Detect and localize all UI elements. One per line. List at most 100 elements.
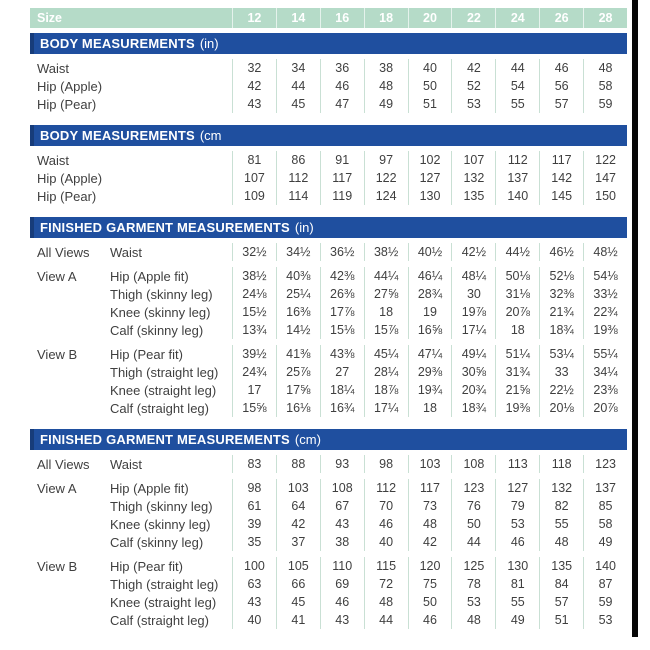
value-cell: 53 (495, 515, 539, 533)
view-label (30, 303, 110, 321)
value-cells: 109 114 119 124 130 135 140 145 150 (232, 187, 627, 205)
section-title: FINISHED GARMENT MEASUREMENTS (40, 432, 290, 447)
value-cell: 88 (275, 455, 320, 473)
value-cells: 43 45 47 49 51 53 55 57 59 (232, 95, 627, 113)
value-cell: 132 (539, 479, 583, 497)
value-cell: 70 (363, 497, 408, 515)
value-cell: 54 (495, 77, 539, 95)
measurement-label: Waist (37, 60, 70, 76)
section-title: BODY MEASUREMENTS (40, 128, 195, 143)
value-cell: 43 (232, 95, 276, 113)
view-label: View A (37, 480, 77, 496)
value-cell: 17 (232, 381, 276, 399)
value-cell: 39½ (232, 345, 276, 363)
value-cell: 61 (232, 497, 276, 515)
table-row: View B Hip (Pear fit) 100 105 110 115 120 125 13… (30, 557, 627, 575)
value-cell: 21⅝ (495, 381, 539, 399)
view-label (30, 399, 110, 417)
view-label (30, 285, 110, 303)
value-cell: 30 (451, 285, 495, 303)
value-cells: 24¾ 25⅞ 27 28¼ 29⅜ 30⅝ 31¾ 33 34¼ (232, 363, 627, 381)
value-cell: 49 (495, 611, 539, 629)
size-column-header: 14 (275, 8, 320, 28)
value-cell: 18¾ (539, 321, 583, 339)
value-cell: 110 (319, 557, 364, 575)
value-cell: 48 (363, 77, 408, 95)
view-label (30, 381, 110, 399)
value-cell: 15⅞ (363, 321, 408, 339)
value-cell: 42⅜ (319, 267, 364, 285)
measurement-label: Waist (37, 152, 70, 168)
value-cell: 58 (583, 77, 627, 95)
value-cell: 69 (319, 575, 364, 593)
value-cell: 33½ (583, 285, 627, 303)
value-cells: 13¾ 14½ 15⅛ 15⅞ 16⅝ 17¼ 18 18¾ 19⅜ (232, 321, 627, 339)
value-cell: 18 (407, 399, 452, 417)
value-cell: 22½ (539, 381, 583, 399)
view-label: View B (37, 346, 78, 362)
value-cell: 108 (319, 479, 364, 497)
section-unit: (in) (199, 36, 219, 51)
table-row: View A Hip (Apple fit) 98 103 108 112 117 123 12… (30, 479, 627, 497)
view-label (30, 593, 110, 611)
value-cell: 120 (407, 557, 452, 575)
value-cell: 112 (363, 479, 408, 497)
value-cell: 29⅜ (407, 363, 452, 381)
table-row: Thigh (straight leg) 24¾ 25⅞ 27 28¼ 29⅜ 30⅝ 31¾… (30, 363, 627, 381)
view-label: All Views (37, 456, 90, 472)
measurement-label: Hip (Apple fit) (110, 480, 189, 496)
value-cell: 13¾ (232, 321, 276, 339)
value-cell: 48 (539, 533, 583, 551)
value-cell: 100 (232, 557, 276, 575)
value-cell: 51 (407, 95, 452, 113)
value-cell: 81 (232, 151, 276, 169)
size-column-header: 20 (407, 8, 452, 28)
value-cell: 132 (451, 169, 495, 187)
section-unit: (cm) (294, 432, 321, 447)
value-cell: 19¾ (407, 381, 452, 399)
table-row: Thigh (skinny leg) 24⅛ 25¼ 26⅜ 27⅝ 28¾ 30 31⅛ 32… (30, 285, 627, 303)
value-cells: 61 64 67 70 73 76 79 82 85 (232, 497, 627, 515)
section-unit: (in) (294, 220, 314, 235)
value-cell: 49 (583, 533, 627, 551)
value-cell: 135 (539, 557, 583, 575)
size-columns: 12 14 16 18 20 22 24 26 28 (232, 8, 627, 28)
value-cell: 93 (319, 455, 364, 473)
size-column-header: 16 (319, 8, 364, 28)
value-cell: 16⅝ (407, 321, 452, 339)
value-cell: 67 (319, 497, 364, 515)
value-cell: 137 (495, 169, 539, 187)
value-cell: 44 (451, 533, 495, 551)
table-row: Waist 81 86 91 97 102 107 112 117 122 (30, 151, 627, 169)
value-cell: 53 (583, 611, 627, 629)
value-cell: 84 (539, 575, 583, 593)
value-cell: 86 (275, 151, 320, 169)
measurement-label: Knee (skinny leg) (110, 516, 211, 532)
value-cell: 50 (407, 593, 452, 611)
view-label (30, 611, 110, 629)
value-cell: 20⅞ (495, 303, 539, 321)
measurement-label: Waist (110, 456, 143, 472)
value-cell: 73 (407, 497, 452, 515)
value-cell: 46 (319, 593, 364, 611)
size-column-header: 28 (583, 8, 627, 28)
value-cell: 21¾ (539, 303, 583, 321)
table-row: Knee (straight leg) 43 45 46 48 50 53 55 57 59 (30, 593, 627, 611)
measurement-label: Hip (Apple) (37, 170, 103, 186)
value-cell: 48 (407, 515, 452, 533)
measurement-section: FINISHED GARMENT MEASUREMENTS (cm) All Vie… (30, 429, 627, 629)
value-cell: 112 (495, 151, 539, 169)
view-label (30, 363, 110, 381)
value-cells: 17 17⅝ 18¼ 18⅞ 19¾ 20¾ 21⅝ 22½ 23⅜ (232, 381, 627, 399)
value-cell: 31¾ (495, 363, 539, 381)
value-cell: 113 (495, 455, 539, 473)
value-cell: 114 (275, 187, 320, 205)
value-cell: 44 (363, 611, 408, 629)
table-row: Hip (Pear) 109 114 119 124 130 135 140 145 150 (30, 187, 627, 205)
value-cell: 24⅛ (232, 285, 276, 303)
value-cell: 37 (275, 533, 320, 551)
size-header-row: Size 12 14 16 18 20 22 24 26 28 (30, 8, 627, 28)
value-cells: 32½ 34½ 36½ 38½ 40½ 42½ 44½ 46½ 48½ (232, 243, 627, 261)
scan-artifact-bar (632, 0, 638, 637)
table-row: All Views Waist 83 88 93 98 103 108 113 118 123 (30, 455, 627, 473)
